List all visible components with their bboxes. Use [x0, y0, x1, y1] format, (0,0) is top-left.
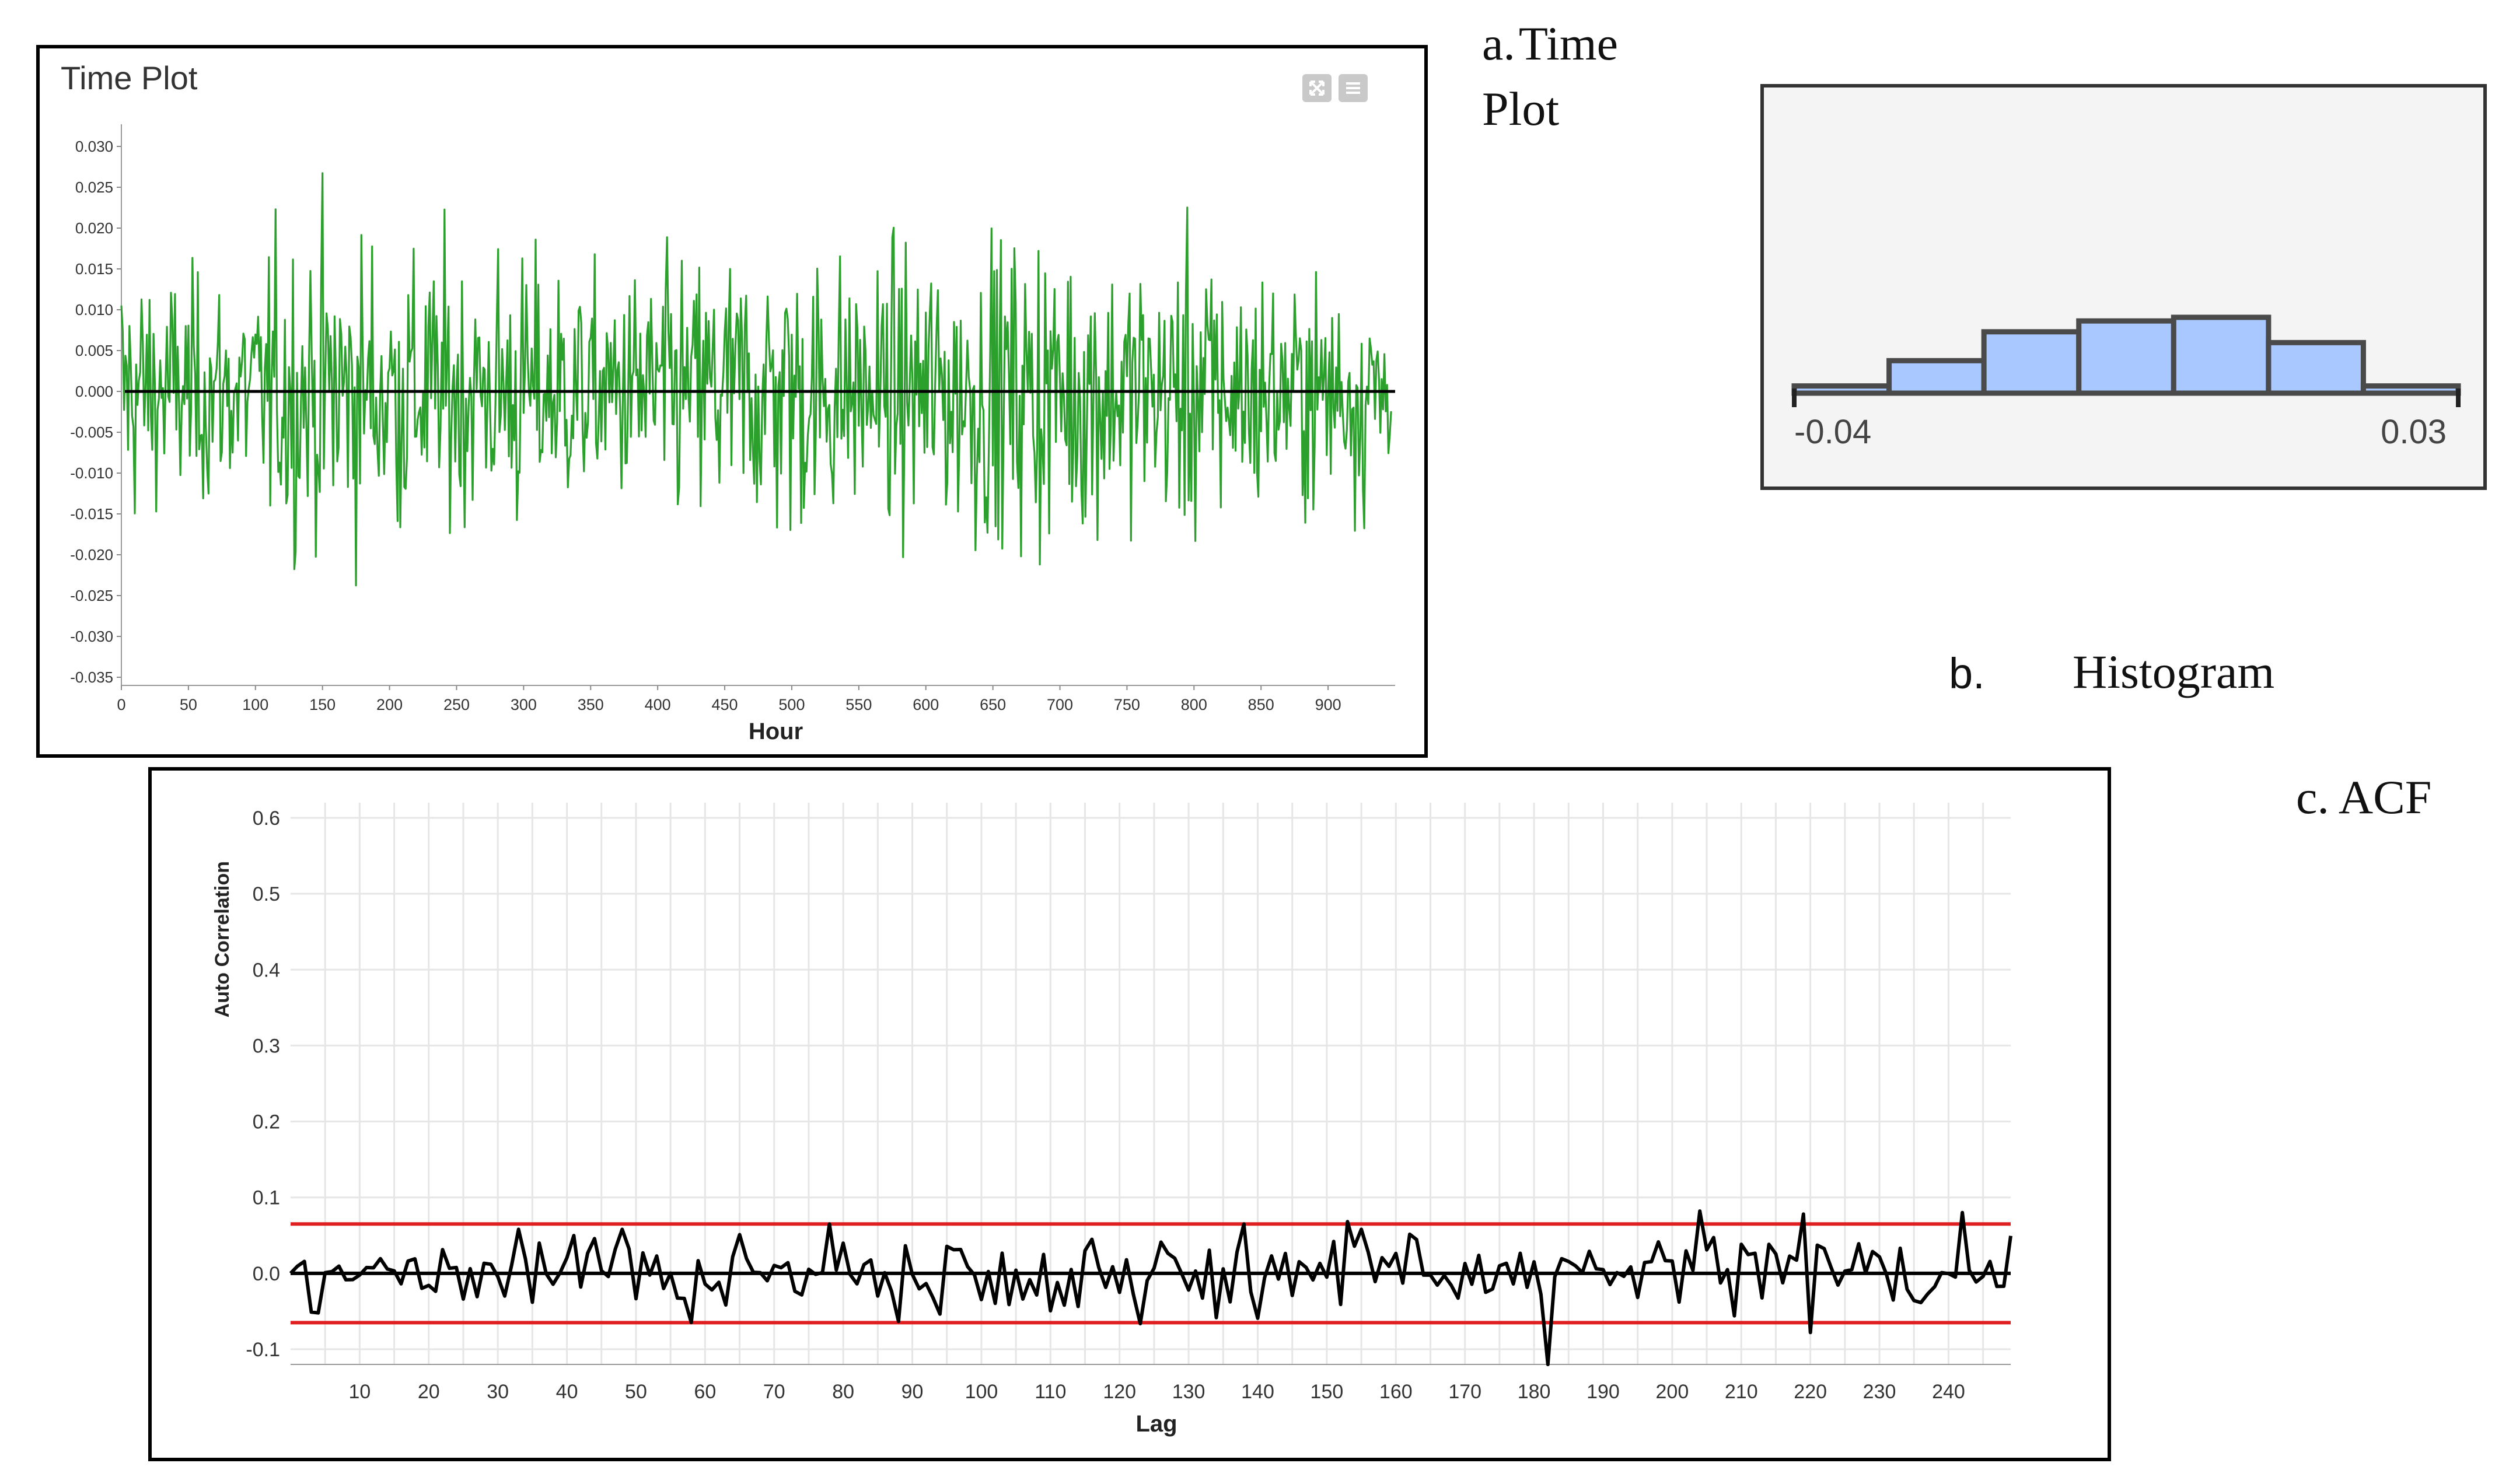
y-tick-label: 0.020 — [75, 219, 113, 237]
x-tick-label: 110 — [1035, 1381, 1066, 1403]
x-tick-label: 800 — [1181, 696, 1207, 713]
caption-a-label: a. — [1482, 17, 1515, 70]
y-tick-label: 0.010 — [75, 301, 113, 318]
x-tick-label: 0 — [117, 696, 125, 713]
time-series-line — [120, 172, 1392, 587]
y-tick-label: -0.020 — [70, 546, 113, 564]
expand-icon[interactable] — [1302, 74, 1332, 102]
acf-chart: 0.6 0.5 0.4 0.3 0.2 0.1 0.0 -0.1 10 20 30 40 50 60 70 8… — [211, 803, 2012, 1437]
y-tick-label: 0.6 — [253, 807, 280, 830]
x-tick-label: 450 — [712, 696, 738, 713]
x-tick-label: 220 — [1794, 1381, 1827, 1403]
y-tick-label: 0.0 — [253, 1263, 280, 1285]
y-tick-label: 0.5 — [253, 883, 280, 905]
x-tick-label: 210 — [1725, 1381, 1758, 1403]
x-tick-label: 600 — [913, 696, 939, 713]
y-tick-label: -0.035 — [70, 668, 113, 686]
x-tick-label: 190 — [1587, 1381, 1620, 1403]
y-tick-label: 0.3 — [253, 1035, 280, 1057]
x-axis-title: Lag — [1135, 1411, 1177, 1437]
caption-a-second-line: Plot — [1482, 82, 1560, 135]
caption-a-word1: Time — [1518, 17, 1619, 70]
x-tick-label: 350 — [578, 696, 604, 713]
x-tick-label: 90 — [901, 1381, 924, 1403]
x-tick-label: 10 — [348, 1381, 371, 1403]
histogram-panel: -0.04 0.03 — [1760, 84, 2487, 490]
caption-a: a.Time — [1482, 16, 1618, 71]
histogram-bar — [1981, 329, 2082, 396]
x-tick-label: 140 — [1241, 1381, 1274, 1403]
x-tick-label: 550 — [845, 696, 872, 713]
caption-b-label: b. — [1949, 649, 1985, 698]
x-tick-label: 230 — [1863, 1381, 1896, 1403]
acf-panel: 0.6 0.5 0.4 0.3 0.2 0.1 0.0 -0.1 10 20 30 40 50 60 70 8… — [148, 767, 2111, 1461]
y-tick-label: -0.030 — [70, 628, 113, 645]
histogram-bar — [2171, 314, 2272, 396]
x-tick-label: 180 — [1518, 1381, 1551, 1403]
x-tick-label: 150 — [1311, 1381, 1344, 1403]
x-tick-label: 20 — [418, 1381, 440, 1403]
caption-c: c. ACF — [2296, 771, 2432, 824]
x-tick-label: 850 — [1248, 696, 1274, 713]
x-tick-label: 400 — [645, 696, 671, 713]
y-tick-label: 0.000 — [75, 383, 113, 400]
hist-max-label: 0.03 — [2381, 413, 2447, 451]
x-tick-label: 900 — [1315, 696, 1341, 713]
y-tick-label: -0.1 — [246, 1339, 280, 1361]
histogram-bar — [2076, 318, 2176, 396]
y-tick-label: 0.2 — [253, 1111, 280, 1133]
time-plot-chart: 0.030 0.025 0.020 0.015 0.010 0.005 0.000 -0.00… — [70, 124, 1395, 744]
acf-series-line — [289, 1209, 2012, 1366]
histogram-bar — [1791, 383, 1892, 396]
x-tick-label: 750 — [1114, 696, 1140, 713]
histogram-chart: -0.04 0.03 — [1791, 314, 2461, 451]
time-plot-panel: Time Plot 0.030 0.025 0.020 0.015 0.010 0.005… — [36, 45, 1428, 758]
x-tick-label: 170 — [1448, 1381, 1481, 1403]
x-tick-label: 70 — [763, 1381, 785, 1403]
x-tick-label: 40 — [556, 1381, 578, 1403]
menu-icon[interactable] — [1339, 74, 1368, 102]
x-tick-label: 50 — [180, 696, 197, 713]
y-tick-label: -0.025 — [70, 587, 113, 604]
x-tick-label: 30 — [487, 1381, 509, 1403]
y-tick-label: 0.005 — [75, 342, 113, 359]
x-tick-label: 650 — [980, 696, 1006, 713]
y-axis-title: Auto Correlation — [211, 861, 233, 1017]
x-tick-label: 130 — [1172, 1381, 1205, 1403]
x-tick-label: 200 — [376, 696, 403, 713]
x-tick-label: 250 — [443, 696, 470, 713]
y-tick-label: 0.030 — [75, 138, 113, 155]
x-axis-title: Hour — [749, 719, 803, 744]
x-tick-label: 160 — [1379, 1381, 1413, 1403]
y-tick-label: 0.4 — [253, 959, 280, 981]
x-tick-label: 200 — [1656, 1381, 1689, 1403]
histogram-bar — [2360, 383, 2461, 396]
time-plot-title: Time Plot — [61, 60, 198, 96]
y-tick-label: -0.005 — [70, 424, 113, 441]
y-tick-label: -0.015 — [70, 505, 113, 523]
x-tick-label: 60 — [694, 1381, 716, 1403]
caption-b-word: Histogram — [2073, 645, 2275, 698]
x-tick-label: 80 — [832, 1381, 854, 1403]
x-tick-label: 300 — [511, 696, 537, 713]
x-tick-label: 50 — [625, 1381, 647, 1403]
y-tick-label: 0.015 — [75, 260, 113, 278]
x-tick-label: 500 — [778, 696, 805, 713]
y-tick-label: -0.010 — [70, 464, 113, 482]
x-tick-label: 100 — [242, 696, 268, 713]
hist-min-label: -0.04 — [1794, 413, 1871, 451]
y-tick-label: 0.1 — [253, 1187, 280, 1209]
x-tick-label: 120 — [1103, 1381, 1136, 1403]
y-tick-label: 0.025 — [75, 178, 113, 196]
x-tick-label: 100 — [965, 1381, 998, 1403]
histogram-bar — [2266, 340, 2366, 396]
x-tick-label: 240 — [1932, 1381, 1965, 1403]
x-tick-label: 700 — [1047, 696, 1073, 713]
x-tick-label: 150 — [309, 696, 336, 713]
histogram-bar — [1886, 358, 1987, 396]
